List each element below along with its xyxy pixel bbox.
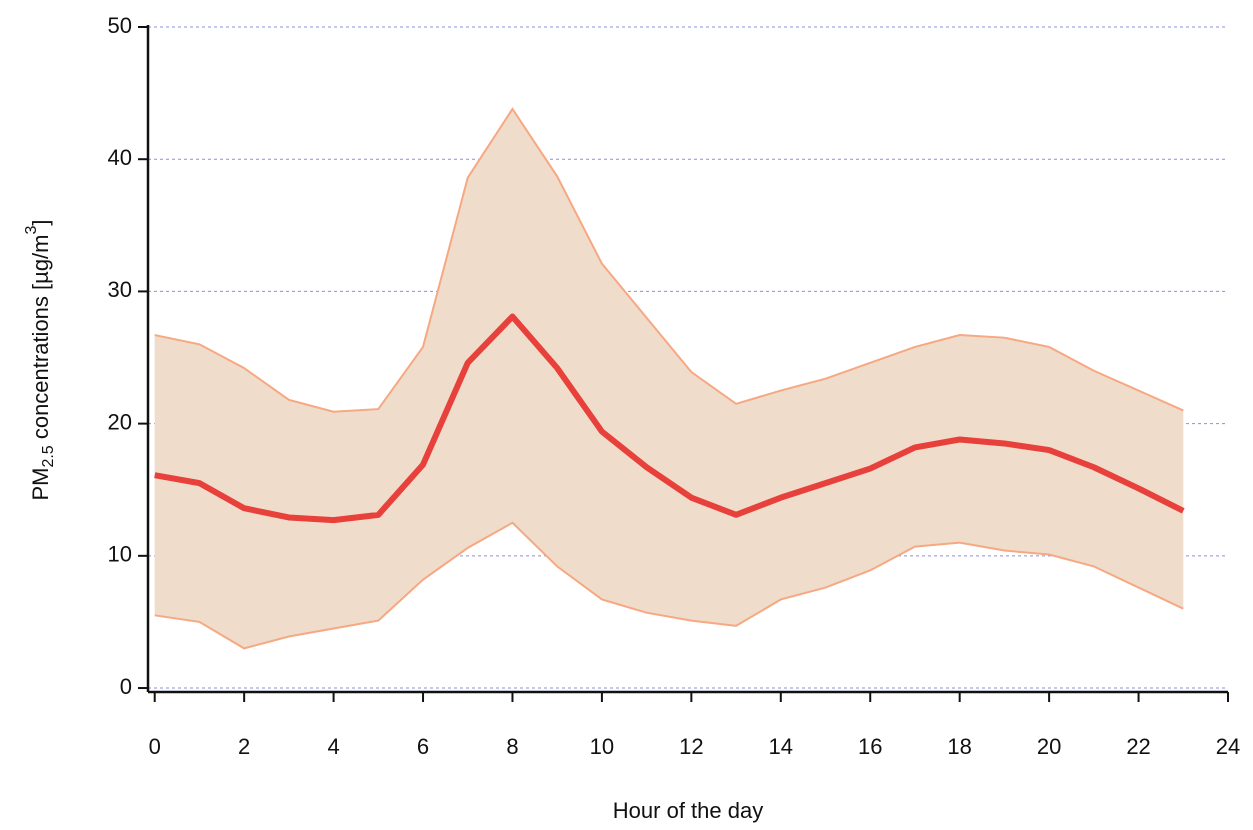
y-tick-label: 10 (108, 542, 132, 567)
y-axis-label: PM2.5 concentrations [µg/m3] (23, 219, 57, 500)
y-tick-label: 0 (120, 674, 132, 699)
x-tick-label: 6 (417, 734, 429, 759)
y-label-part: PM (28, 468, 53, 501)
x-tick-label: 10 (590, 734, 614, 759)
x-tick-label: 22 (1126, 734, 1150, 759)
x-tick-label: 12 (679, 734, 703, 759)
x-tick-label: 4 (327, 734, 339, 759)
x-tick-label: 2 (238, 734, 250, 759)
band-upper (154, 107, 1184, 413)
x-axis-label: Hour of the day (613, 798, 763, 823)
band-area (154, 108, 1184, 649)
y-tick-label: 50 (108, 13, 132, 38)
y-tick-label: 20 (108, 409, 132, 434)
y-tick-label: 40 (108, 145, 132, 170)
y-label-sub: 2.5 (40, 445, 57, 467)
y-label-sup: 3 (23, 226, 40, 235)
x-tick-label: 0 (149, 734, 161, 759)
y-label-part: ] (28, 219, 53, 225)
band-lower (154, 521, 1184, 650)
x-tick-label: 16 (858, 734, 882, 759)
y-label-part: concentrations [µg/m (28, 235, 53, 446)
x-tick-label: 18 (947, 734, 971, 759)
x-tick-label: 24 (1216, 734, 1240, 759)
x-tick-label: 20 (1037, 734, 1061, 759)
x-tick-label: 14 (769, 734, 793, 759)
mean-line (154, 313, 1185, 524)
x-tick-label: 8 (506, 734, 518, 759)
y-tick-label: 30 (108, 277, 132, 302)
